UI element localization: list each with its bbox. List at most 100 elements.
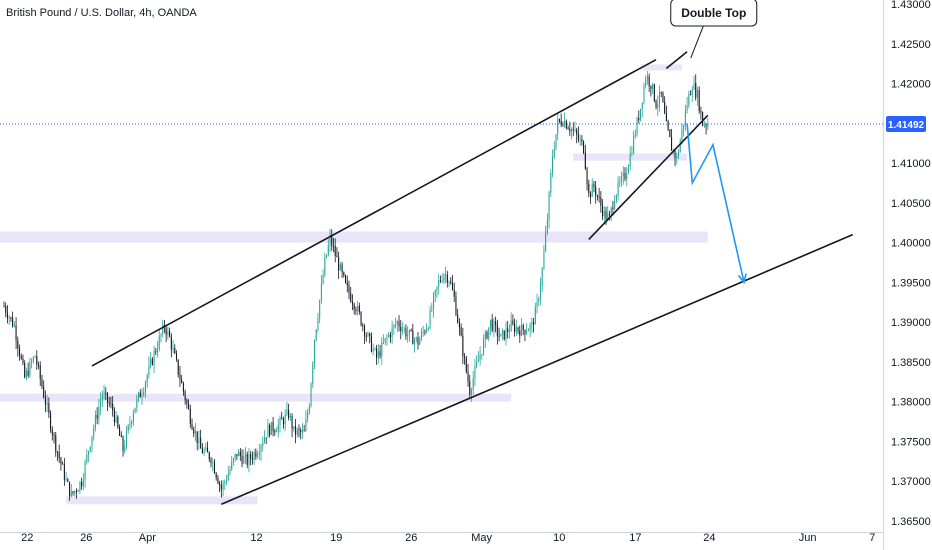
candle-body (170, 336, 172, 350)
candle-body (363, 326, 366, 336)
candle-body (476, 361, 478, 367)
candle-body (665, 113, 667, 122)
candle-body (510, 320, 512, 332)
candle-body (322, 275, 324, 284)
candle-body (438, 280, 440, 287)
y-tick-label: 1.42000 (891, 79, 931, 91)
y-tick-label: 1.43000 (891, 0, 931, 11)
candle-body (27, 370, 29, 376)
candle-body (196, 431, 198, 444)
candle-body (62, 463, 64, 465)
candle-body (263, 437, 266, 443)
candle-body (69, 481, 71, 497)
candle-body (524, 329, 526, 334)
candle-body (512, 320, 514, 324)
candle-body (384, 338, 386, 343)
candle-body (175, 353, 178, 360)
candle-body (10, 317, 12, 319)
candle-body (529, 324, 531, 331)
candle-body (602, 205, 604, 217)
candle-body (641, 102, 643, 109)
candle-body (690, 94, 692, 96)
candle-body (350, 293, 352, 302)
candle-body (201, 448, 203, 454)
y-tick-label: 1.38000 (891, 397, 931, 409)
candle-body (225, 480, 228, 482)
candle-body (48, 403, 50, 414)
candle-body (34, 356, 36, 358)
candle-body (564, 121, 566, 126)
candle-body (120, 435, 122, 437)
candle-body (339, 264, 341, 271)
candle-body (15, 325, 17, 341)
candle-body (207, 447, 209, 453)
candle-body (357, 305, 359, 312)
candle-body (541, 268, 543, 286)
candle-body (234, 454, 236, 459)
candle-body (74, 490, 76, 494)
x-tick-label: 26 (405, 532, 417, 544)
candle-body (13, 325, 15, 327)
candle-body (555, 134, 557, 150)
candle-body (250, 454, 252, 459)
candle-body (653, 84, 655, 101)
candle-body (526, 331, 528, 334)
candle-body (81, 482, 83, 487)
candle-body (419, 338, 421, 345)
candle-body (215, 473, 217, 478)
candle-body (484, 332, 486, 340)
candle-body (93, 427, 95, 437)
candle-body (46, 403, 48, 405)
candle-body (77, 490, 79, 492)
candle-body (282, 419, 284, 425)
annotation-double-top: Double Top (681, 6, 746, 20)
candle-body (439, 280, 441, 282)
candle-body (310, 383, 312, 407)
candle-body (612, 207, 614, 210)
candle-body (241, 456, 243, 464)
candle-body (144, 382, 146, 392)
candle-body (395, 324, 397, 326)
candle-body (262, 442, 264, 446)
candle-body (488, 327, 490, 339)
candle-body (315, 329, 317, 341)
candle-body (381, 342, 383, 357)
candle-body (308, 406, 310, 413)
candle-body (589, 192, 592, 197)
candle-body (501, 330, 504, 334)
candle-body (72, 491, 74, 494)
candle-body (25, 370, 27, 378)
candle-body (100, 400, 102, 408)
candle-body (629, 153, 631, 167)
candle-body (481, 354, 483, 356)
candle-body (664, 102, 666, 114)
support-resistance-zone (66, 496, 258, 505)
candle-body (517, 327, 519, 331)
candle-body (101, 394, 103, 401)
candle-body (60, 457, 62, 464)
x-tick-label: 17 (629, 532, 641, 544)
candle-body (676, 156, 678, 159)
candle-body (398, 321, 400, 327)
candle-body (32, 357, 34, 362)
candle-body (550, 172, 552, 193)
candle-body (558, 119, 560, 121)
candle-body (658, 91, 661, 104)
candle-body (58, 452, 60, 458)
candle-body (272, 421, 274, 432)
candle-body (98, 407, 100, 419)
candle-body (417, 337, 419, 345)
candle-body (156, 349, 159, 353)
candle-body (465, 357, 467, 372)
candle-body (369, 333, 371, 337)
candle-body (212, 462, 214, 464)
y-tick-label: 1.37500 (891, 436, 931, 448)
candle-body (639, 108, 642, 120)
candle-body (136, 398, 138, 408)
trendline (91, 58, 657, 367)
candle-body (386, 337, 388, 339)
current-price-label: 1.41492 (888, 120, 925, 131)
candle-body (274, 431, 276, 433)
candle-body (695, 82, 697, 98)
